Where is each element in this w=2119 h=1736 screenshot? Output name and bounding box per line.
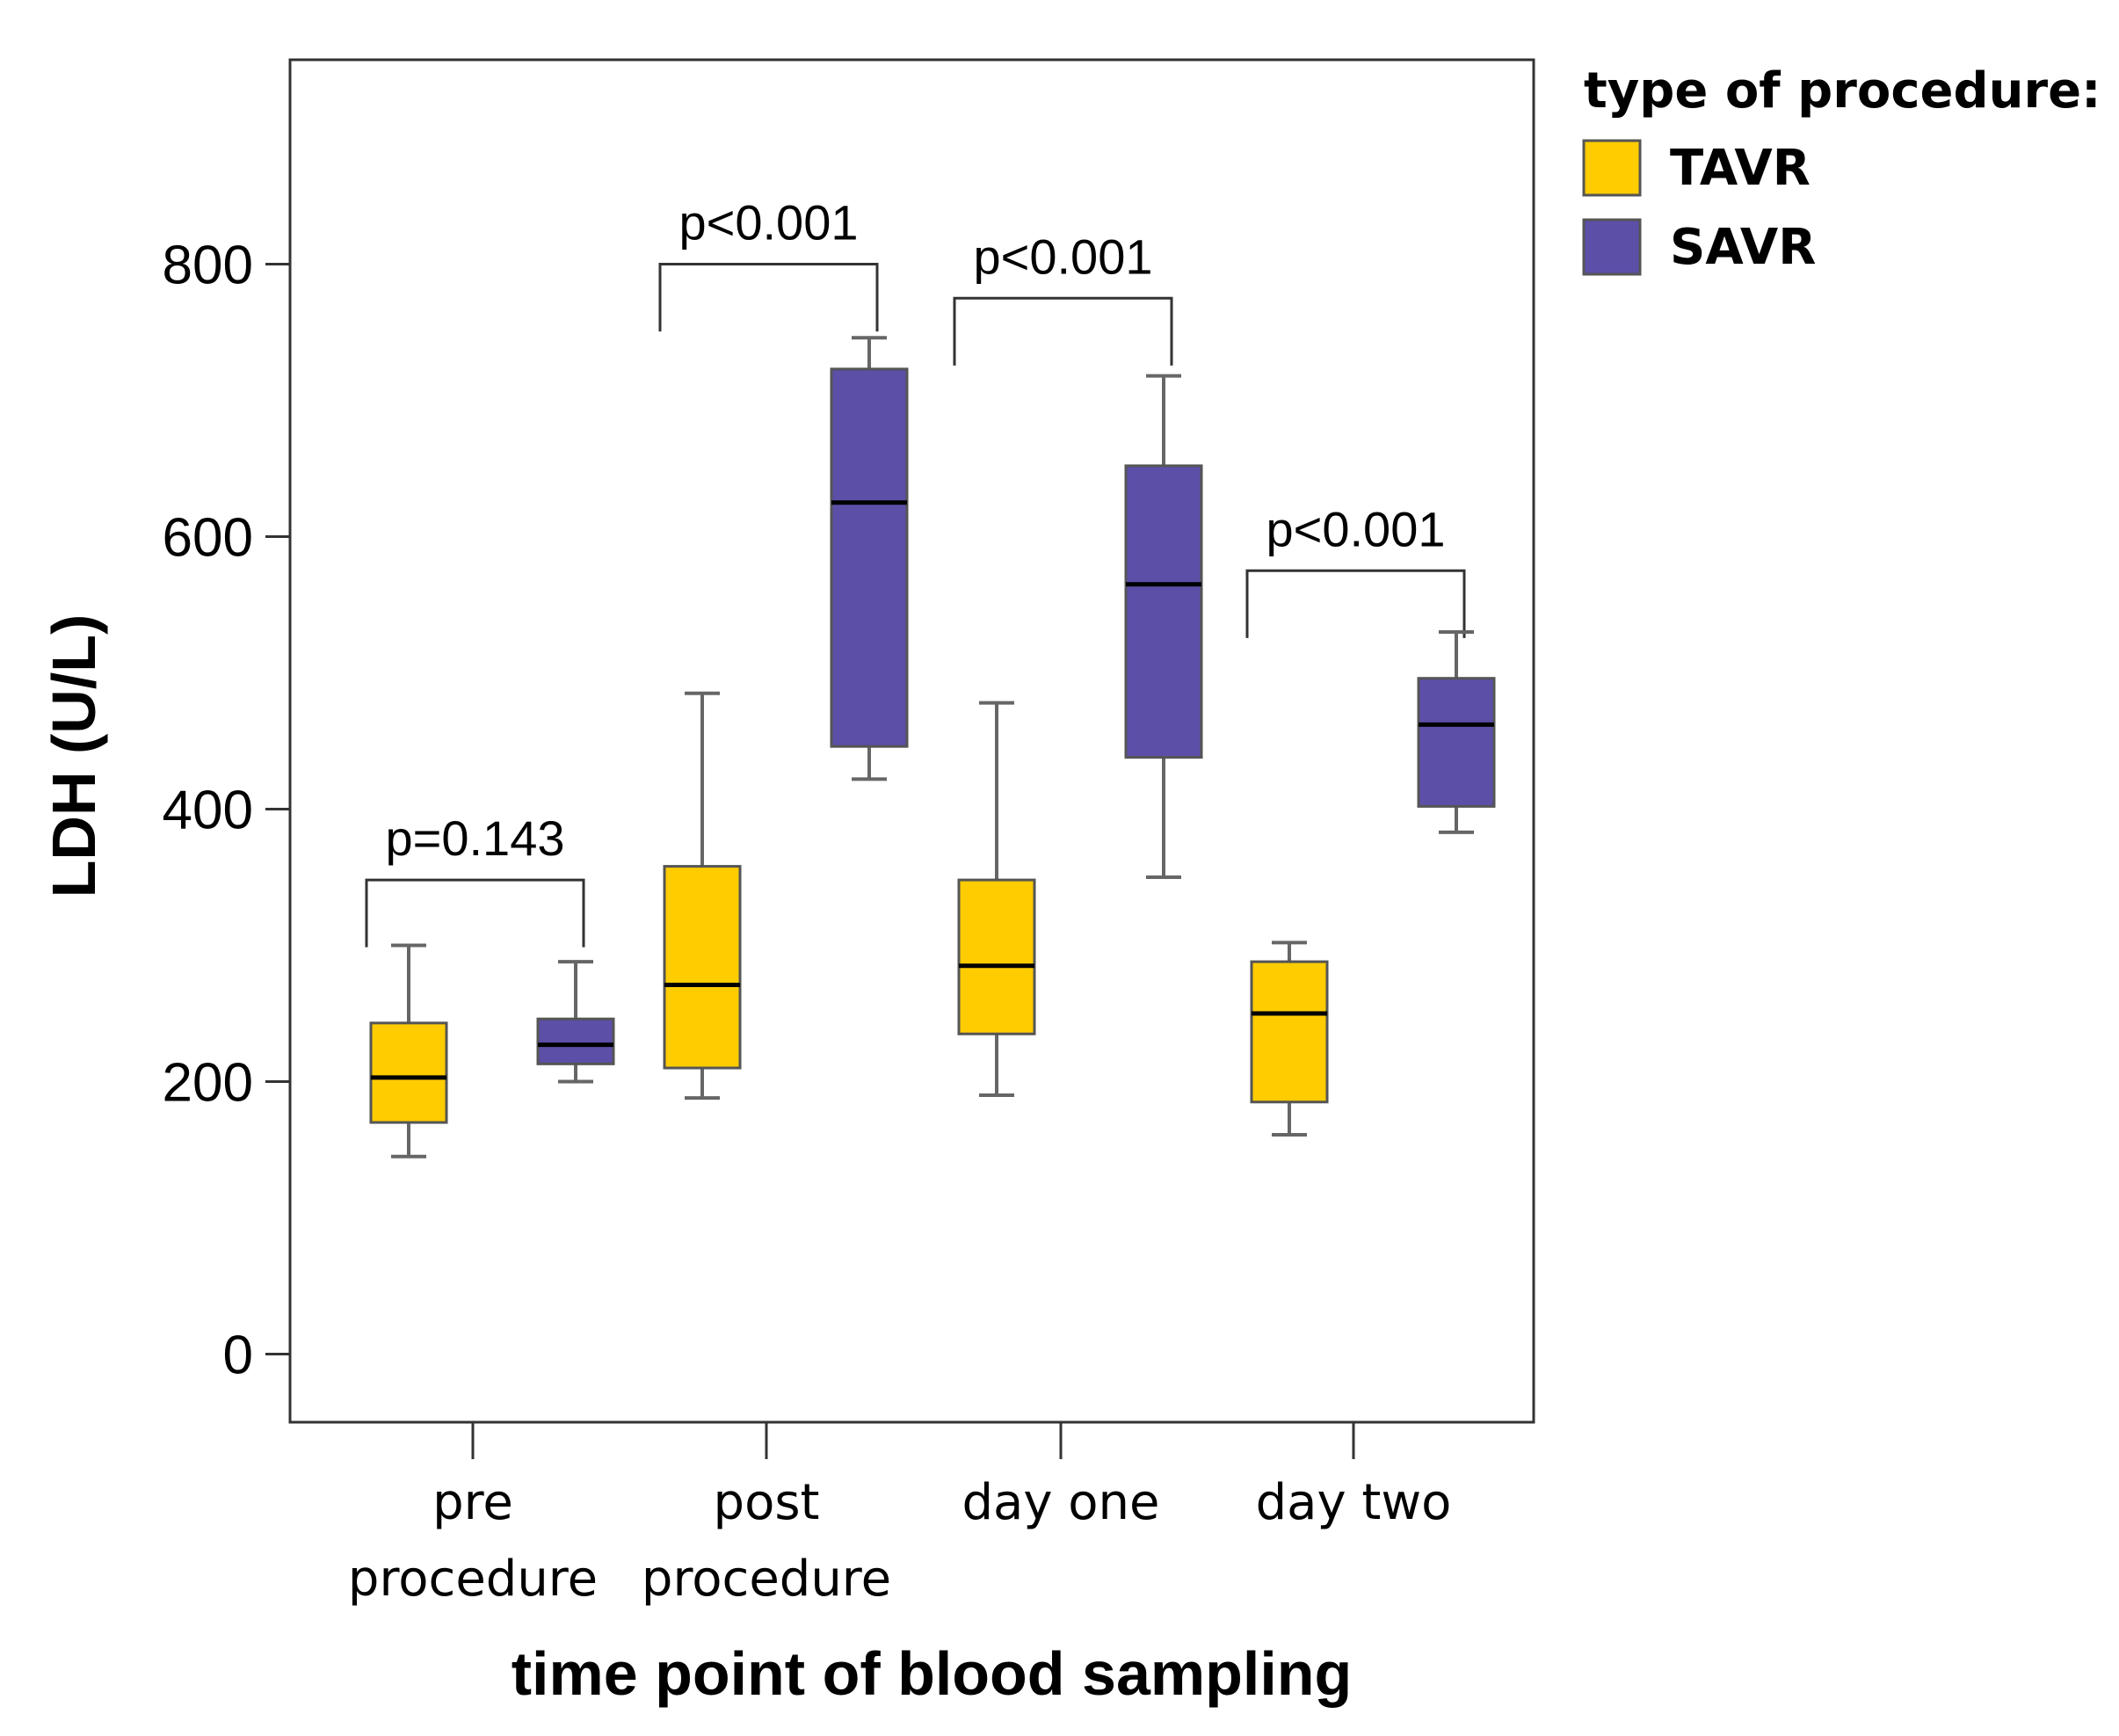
y-tick-label: 800 bbox=[163, 236, 253, 296]
y-tick-label: 0 bbox=[223, 1326, 253, 1386]
box-tavr bbox=[663, 691, 742, 1100]
iqr-box bbox=[369, 1021, 448, 1124]
iqr-box bbox=[1124, 464, 1203, 759]
legend-swatch-tavr bbox=[1582, 139, 1642, 197]
iqr-box bbox=[1417, 677, 1496, 808]
box-savr bbox=[536, 960, 615, 1084]
x-category-label: post bbox=[714, 1474, 820, 1531]
iqr-box bbox=[1250, 960, 1329, 1104]
x-category-label: day one bbox=[962, 1474, 1159, 1531]
p-value-label: p<0.001 bbox=[1266, 501, 1446, 556]
significance-bracket bbox=[658, 263, 879, 332]
significance-bracket bbox=[365, 878, 585, 948]
box-tavr bbox=[957, 701, 1036, 1097]
legend-title: type of procedure: bbox=[1584, 62, 2101, 120]
box-savr bbox=[1417, 630, 1496, 834]
significance-bracket bbox=[953, 296, 1173, 366]
iqr-box bbox=[957, 878, 1036, 1035]
legend-label-savr: SAVR bbox=[1670, 219, 1816, 276]
p-value-label: p<0.001 bbox=[679, 195, 859, 251]
y-axis-title: LDH (U/L) bbox=[40, 614, 108, 898]
iqr-box bbox=[536, 1017, 615, 1065]
x-category-label-line2: procedure bbox=[642, 1551, 891, 1608]
legend-label-tavr: TAVR bbox=[1670, 140, 1811, 197]
x-category-label-line2: procedure bbox=[348, 1551, 598, 1608]
x-category-label: pre bbox=[432, 1474, 513, 1531]
y-tick-label: 600 bbox=[163, 508, 253, 569]
p-value-label: p<0.001 bbox=[974, 229, 1153, 284]
iqr-box bbox=[663, 865, 742, 1070]
plot-frame bbox=[288, 58, 1535, 1424]
box-tavr bbox=[1250, 941, 1329, 1137]
iqr-box bbox=[830, 367, 909, 748]
legend: type of procedure: TAVR SAVR bbox=[1582, 62, 2101, 276]
p-value-label: p=0.143 bbox=[386, 810, 565, 866]
x-category-label: day two bbox=[1256, 1474, 1452, 1531]
y-tick-label: 400 bbox=[163, 781, 253, 841]
y-tick-label: 200 bbox=[163, 1053, 253, 1114]
box-tavr bbox=[369, 943, 448, 1159]
box-savr bbox=[830, 336, 909, 781]
x-axis-title: time point of blood sampling bbox=[512, 1639, 1353, 1708]
box-savr bbox=[1124, 374, 1203, 879]
legend-swatch-savr bbox=[1582, 218, 1642, 276]
significance-bracket bbox=[1245, 569, 1466, 638]
